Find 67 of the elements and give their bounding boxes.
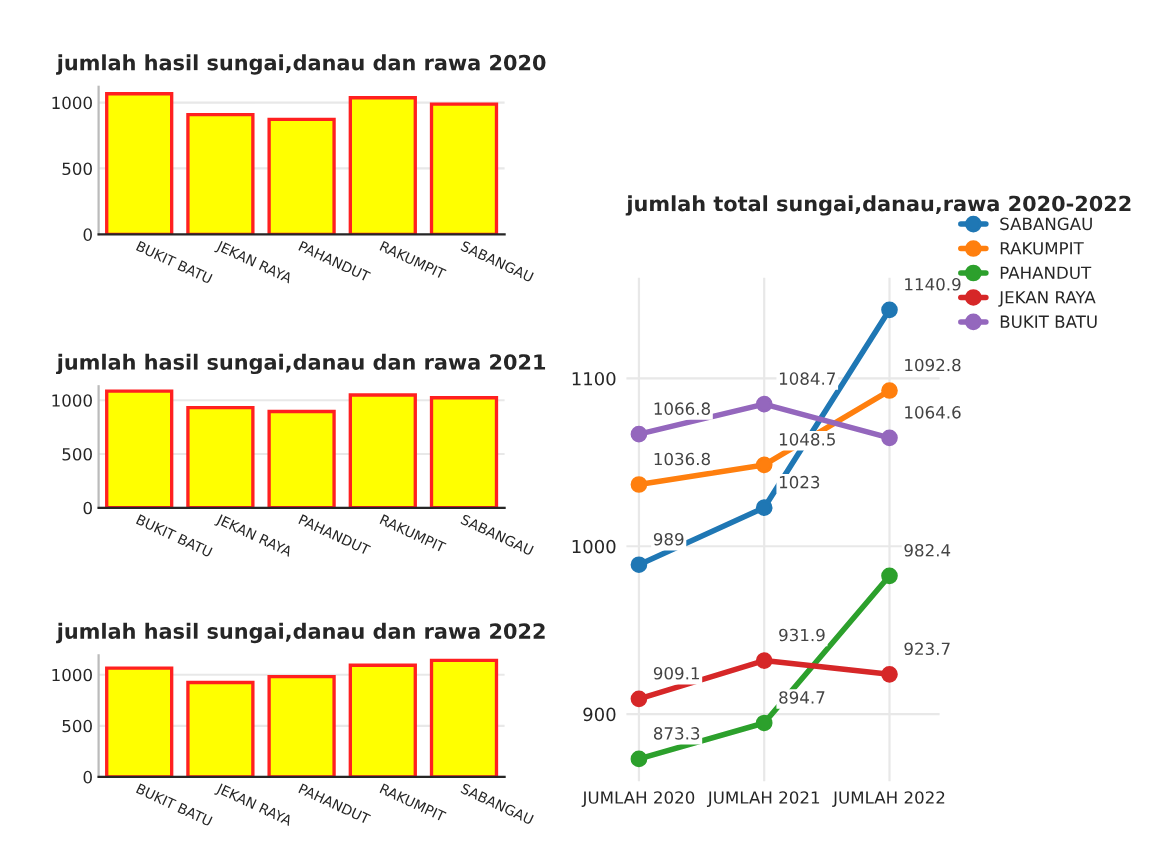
data-label: 1023 xyxy=(779,475,820,489)
x-tick-label: JUMLAH 2020 xyxy=(581,791,695,807)
y-tick-label: 1000 xyxy=(572,539,616,554)
bar xyxy=(348,393,417,508)
legend-label: JEKAN RAYA xyxy=(998,291,1096,307)
bar xyxy=(429,396,499,508)
point xyxy=(881,429,898,447)
point xyxy=(755,499,773,516)
point xyxy=(630,425,648,443)
point xyxy=(630,750,648,768)
data-label: 909.1 xyxy=(653,666,699,680)
y-tick-label: 500 xyxy=(62,447,92,461)
data-label: 1084.7 xyxy=(779,372,835,385)
y-tick-label: 0 xyxy=(83,228,92,241)
chart-title: jumlah hasil sungai,danau dan rawa 2021 xyxy=(56,353,546,375)
data-label: 873.3 xyxy=(653,727,700,740)
bar xyxy=(348,96,417,235)
bar xyxy=(429,658,499,777)
y-tick-label: 900 xyxy=(583,707,616,722)
point xyxy=(755,456,773,474)
data-label: 923.7 xyxy=(904,642,950,656)
bar xyxy=(267,409,336,508)
y-tick-label: 1000 xyxy=(52,96,92,110)
point xyxy=(881,382,898,399)
point xyxy=(755,395,773,413)
point xyxy=(881,301,898,319)
legend-label: BUKIT BATU xyxy=(1000,315,1097,328)
chart-title: jumlah hasil sungai,danau dan rawa 2022 xyxy=(56,622,545,644)
bar xyxy=(105,389,174,508)
bar xyxy=(429,102,499,235)
bar xyxy=(186,405,255,508)
bar xyxy=(186,112,255,235)
data-label: 1140.9 xyxy=(905,278,961,291)
bar xyxy=(186,680,255,777)
point xyxy=(630,556,648,574)
y-tick-label: 500 xyxy=(62,162,92,176)
point xyxy=(881,567,898,585)
y-tick-label: 1000 xyxy=(52,668,92,682)
y-tick-label: 0 xyxy=(83,501,92,515)
y-tick-label: 1000 xyxy=(52,394,92,407)
data-label: 989 xyxy=(653,532,684,546)
x-tick-label: JUMLAH 2022 xyxy=(832,791,945,807)
data-label: 931.9 xyxy=(779,628,825,642)
bar xyxy=(267,674,336,777)
data-label: 1048.5 xyxy=(779,433,835,446)
chart-title: jumlah total sungai,danau,rawa 2020-2022 xyxy=(625,195,1131,216)
data-label: 1066.8 xyxy=(654,402,710,415)
point xyxy=(630,476,648,493)
point xyxy=(881,665,898,683)
data-label: 1036.8 xyxy=(654,452,710,466)
legend-label: SABANGAU xyxy=(1000,217,1092,231)
data-label: 1092.8 xyxy=(905,358,961,372)
bar xyxy=(267,117,336,235)
data-label: 1064.6 xyxy=(905,406,961,419)
point xyxy=(630,690,648,708)
x-tick-label: JUMLAH 2021 xyxy=(706,791,820,807)
bar xyxy=(105,92,174,235)
y-tick-label: 1100 xyxy=(572,371,616,386)
data-label: 982.4 xyxy=(904,543,951,557)
chart-title: jumlah hasil sungai,danau dan rawa 2020 xyxy=(56,54,546,75)
bar xyxy=(105,666,174,777)
y-tick-label: 0 xyxy=(83,770,92,784)
point xyxy=(755,714,773,732)
point xyxy=(755,652,773,669)
y-tick-label: 500 xyxy=(62,719,92,733)
data-label: 894.7 xyxy=(779,691,825,704)
bar xyxy=(348,663,417,777)
